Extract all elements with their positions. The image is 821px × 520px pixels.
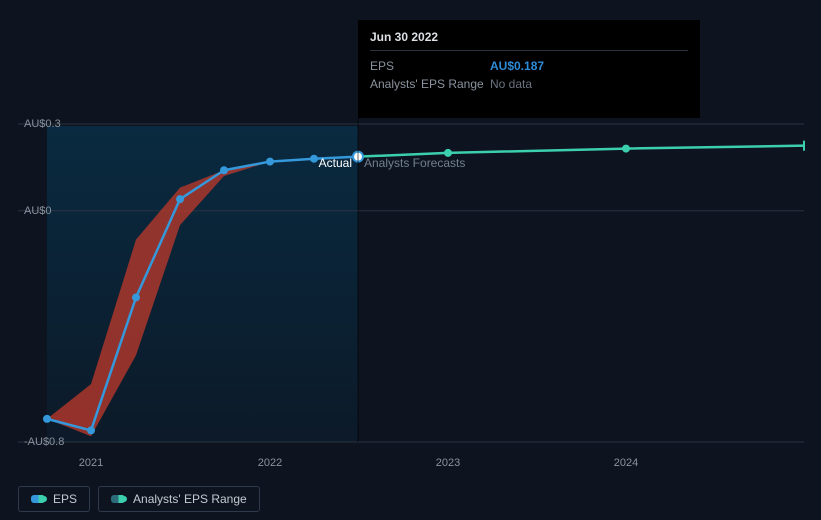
legend-label: EPS bbox=[53, 492, 77, 506]
legend-swatch-icon bbox=[111, 495, 125, 503]
forecast-label: Analysts Forecasts bbox=[358, 156, 465, 170]
actual-label: Actual bbox=[319, 156, 358, 170]
tooltip-value: AU$0.187 bbox=[490, 59, 544, 73]
tooltip-divider bbox=[370, 50, 688, 51]
y-tick-label: AU$0.3 bbox=[24, 118, 61, 130]
x-tick-label: 2023 bbox=[436, 457, 460, 469]
x-tick-label: 2021 bbox=[79, 457, 103, 469]
y-tick-label: -AU$0.8 bbox=[24, 436, 64, 448]
legend-label: Analysts' EPS Range bbox=[133, 492, 247, 506]
tooltip-row-range: Analysts' EPS Range No data bbox=[370, 77, 688, 91]
tooltip-row-eps: EPS AU$0.187 bbox=[370, 59, 688, 73]
tooltip-key: EPS bbox=[370, 59, 490, 73]
tooltip-key: Analysts' EPS Range bbox=[370, 77, 490, 91]
y-tick-label: AU$0 bbox=[24, 205, 52, 217]
legend-toggle-range[interactable]: Analysts' EPS Range bbox=[98, 486, 260, 512]
legend-swatch-icon bbox=[31, 495, 45, 503]
tooltip: Jun 30 2022 EPS AU$0.187 Analysts' EPS R… bbox=[358, 20, 700, 118]
tooltip-title: Jun 30 2022 bbox=[370, 30, 688, 44]
legend-toggle-eps[interactable]: EPS bbox=[18, 486, 90, 512]
x-tick-label: 2022 bbox=[258, 457, 282, 469]
eps-chart: AU$0.3 AU$0 -AU$0.8 2021 2022 2023 2024 Actua… bbox=[18, 10, 804, 510]
tooltip-value: No data bbox=[490, 77, 532, 91]
legend: EPS Analysts' EPS Range bbox=[18, 486, 260, 512]
x-tick-label: 2024 bbox=[614, 457, 638, 469]
